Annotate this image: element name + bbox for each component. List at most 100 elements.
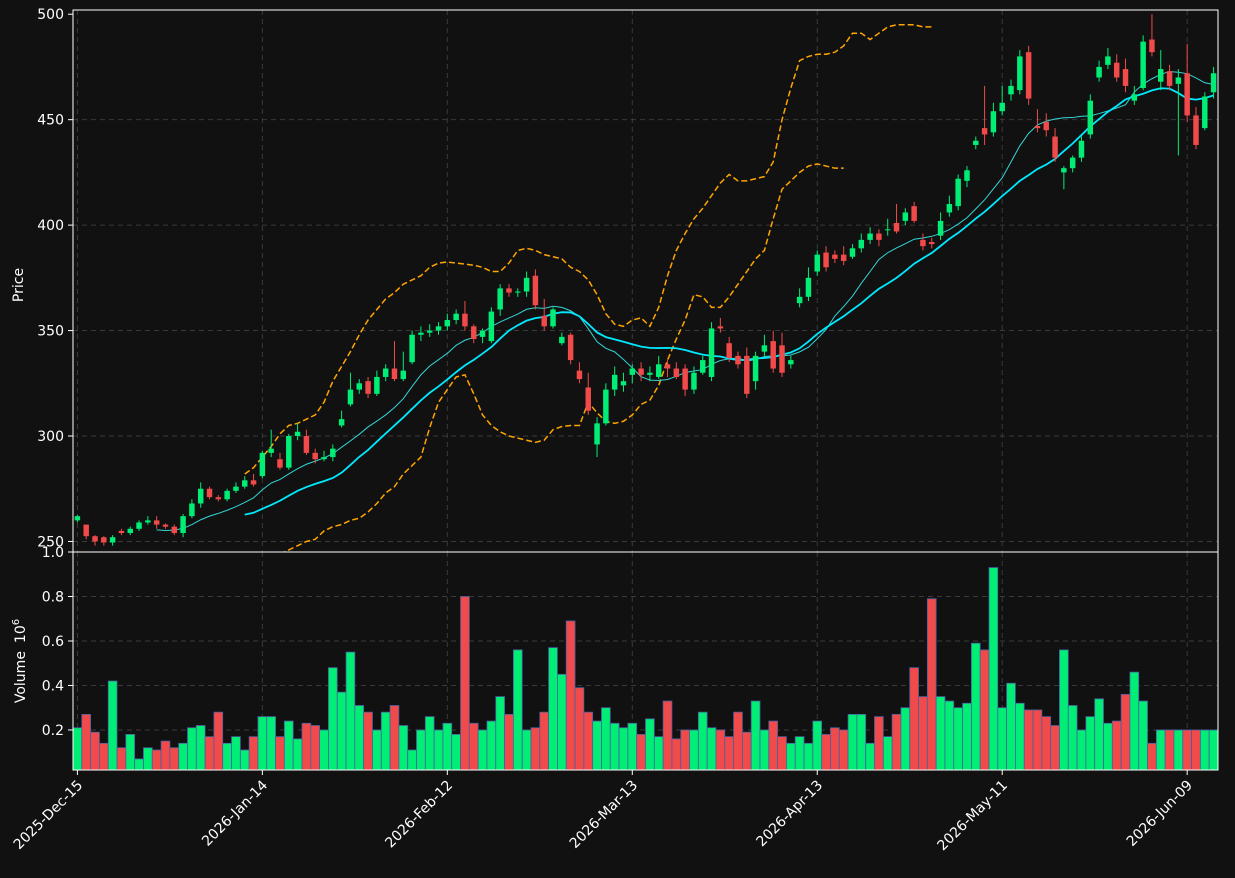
volume-bar-up xyxy=(1094,698,1104,771)
volume-bar-up xyxy=(433,729,444,771)
volume-bar-down xyxy=(248,736,259,771)
volume-bar-up xyxy=(231,736,241,771)
candle-down xyxy=(576,370,583,380)
candle-down xyxy=(1149,39,1155,53)
candle-down xyxy=(1025,52,1032,99)
candle-up xyxy=(761,345,768,352)
candle-down xyxy=(770,341,776,369)
volume-axis-title: Volume xyxy=(13,651,29,703)
candle-up xyxy=(418,332,424,335)
volume-bar-up xyxy=(495,696,505,771)
volume-bar-up xyxy=(865,742,875,771)
candle-down xyxy=(664,364,671,369)
volume-bar-up xyxy=(354,705,365,771)
candle-up xyxy=(559,336,565,344)
volume-bar-down xyxy=(363,711,373,771)
volume-bar-up xyxy=(195,725,206,771)
volume-bar-up xyxy=(451,734,461,771)
candle-down xyxy=(735,355,741,365)
candle-up xyxy=(1210,73,1217,93)
candle-up xyxy=(937,220,944,236)
volume-bar-down xyxy=(1147,742,1157,771)
volume-bar-up xyxy=(689,729,699,771)
volume-tick-label: 0.8 xyxy=(42,589,64,605)
candle-down xyxy=(365,381,371,394)
volume-bar-down xyxy=(1041,716,1052,771)
volume-bar-up xyxy=(609,722,620,771)
volume-bar-up xyxy=(1015,702,1025,771)
volume-bar-up xyxy=(856,713,867,771)
volume-y-axis: 0.2 0.4 0.6 0.8 1.0 xyxy=(42,545,73,739)
volume-bar-up xyxy=(750,700,761,771)
volume-bar-down xyxy=(116,747,127,771)
candle-down xyxy=(532,275,539,306)
candle-up xyxy=(180,516,186,534)
volume-bar-down xyxy=(918,696,928,771)
volume-bar-down xyxy=(733,711,743,771)
volume-bar-up xyxy=(557,673,567,771)
candle-down xyxy=(832,254,838,259)
volume-axis-unit: 10 xyxy=(13,625,29,643)
volume-bar-down xyxy=(310,725,321,771)
volume-axis-exponent: 6 xyxy=(11,619,22,625)
volume-bar-down xyxy=(1050,725,1060,771)
candle-up xyxy=(814,254,820,272)
candle-up xyxy=(1175,77,1182,84)
volume-bar-down xyxy=(724,736,734,771)
candle-up xyxy=(197,488,204,504)
candle-down xyxy=(101,537,107,543)
volume-bar-up xyxy=(847,713,858,771)
volume-bar-down xyxy=(389,705,400,771)
candle-up xyxy=(691,372,697,390)
candle-down xyxy=(1052,136,1058,158)
candle-down xyxy=(911,206,917,221)
volume-bar-up xyxy=(1067,705,1078,771)
volume-bar-down xyxy=(891,713,902,771)
candle-down xyxy=(893,223,900,232)
price-y-axis: 250 300 350 400 450 500 xyxy=(37,7,73,550)
candle-up xyxy=(435,326,442,331)
candle-down xyxy=(206,488,213,498)
volume-bar-down xyxy=(874,716,884,771)
candle-up xyxy=(233,486,239,491)
candle-down xyxy=(506,288,512,293)
volume-bar-down xyxy=(583,711,594,771)
volume-bar-up xyxy=(1199,729,1210,771)
volume-bar-up xyxy=(336,691,347,771)
volume-bar-down xyxy=(275,736,285,771)
candle-down xyxy=(541,315,547,327)
candle-up xyxy=(1017,56,1023,91)
volume-bar-down xyxy=(715,729,726,771)
price-tick-label: 250 xyxy=(37,534,64,550)
candle-up xyxy=(990,111,997,133)
candle-down xyxy=(840,254,847,261)
volume-bar-up xyxy=(107,680,118,771)
candle-down xyxy=(1193,115,1199,145)
volume-bar-up xyxy=(372,729,382,771)
volume-bar-up xyxy=(486,720,497,771)
volume-tick-label: 0.4 xyxy=(42,678,64,694)
candle-up xyxy=(136,522,142,529)
candle-down xyxy=(981,128,988,135)
candle-up xyxy=(1096,66,1102,78)
candle-up xyxy=(620,381,627,386)
candle-up xyxy=(752,355,759,382)
volume-bar-down xyxy=(926,598,937,771)
candle-down xyxy=(1184,73,1190,116)
volume-bar-down xyxy=(1032,709,1043,771)
volume-bar-up xyxy=(257,716,268,771)
volume-bar-up xyxy=(239,749,250,771)
volume-bar-down xyxy=(830,727,840,771)
candle-up xyxy=(550,309,556,327)
candle-down xyxy=(153,520,160,525)
volume-bar-down xyxy=(680,729,690,771)
volume-bar-up xyxy=(178,742,188,771)
candle-up xyxy=(955,178,961,207)
volume-bar-up xyxy=(1208,729,1219,771)
candle-up xyxy=(74,516,81,521)
volume-bar-up xyxy=(143,747,153,771)
volume-bar-down xyxy=(671,738,682,771)
candle-up xyxy=(594,423,600,445)
